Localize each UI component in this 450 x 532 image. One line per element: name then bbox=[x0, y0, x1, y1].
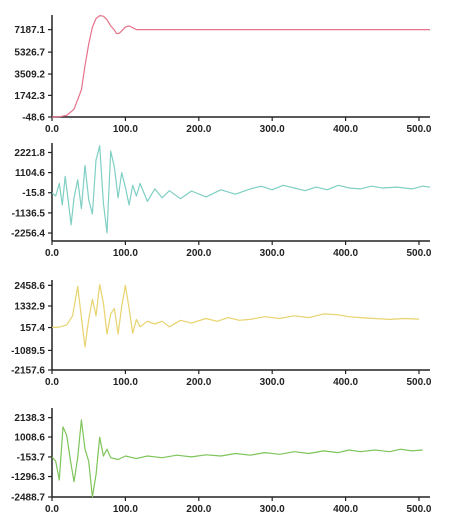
x-tick-label: 300.0 bbox=[260, 248, 285, 259]
series-line bbox=[51, 419, 423, 498]
y-tick-label: 2138.3 bbox=[14, 413, 45, 424]
y-tick-label: 2221.8 bbox=[14, 148, 45, 159]
y-tick-label: 157.4 bbox=[20, 323, 45, 334]
x-tick-label: 500.0 bbox=[406, 124, 431, 135]
x-tick-label: 400.0 bbox=[333, 504, 358, 515]
x-tick-label: 0.0 bbox=[45, 248, 59, 259]
x-tick-label: 300.0 bbox=[260, 504, 285, 515]
y-tick-label: 1008.6 bbox=[14, 433, 45, 444]
x-tick-label: 100.0 bbox=[113, 377, 138, 388]
chart-panel-2: 2221.8 1104.6 -15.8 -1136.5 -2256.40.0 100.0 2… bbox=[11, 143, 432, 259]
y-tick-label: -2488.7 bbox=[11, 493, 45, 504]
y-tick-label: 3509.2 bbox=[14, 70, 45, 81]
x-tick-label: 100.0 bbox=[113, 504, 138, 515]
series-line bbox=[51, 15, 430, 118]
x-tick-label: 500.0 bbox=[406, 248, 431, 259]
x-tick-label: 400.0 bbox=[333, 124, 358, 135]
y-tick-label: 5326.7 bbox=[14, 48, 45, 59]
x-tick-label: 0.0 bbox=[45, 377, 59, 388]
x-tick-label: 200.0 bbox=[186, 504, 211, 515]
x-tick-label: 300.0 bbox=[260, 377, 285, 388]
y-tick-label: 7187.1 bbox=[14, 25, 45, 36]
y-tick-label: 1742.3 bbox=[14, 91, 45, 102]
chart-panel-1: 7187.1 5326.7 3509.2 1742.3 -48.60.0 100.0 200… bbox=[14, 15, 432, 135]
x-tick-label: 400.0 bbox=[333, 248, 358, 259]
y-tick-label: -1089.5 bbox=[11, 346, 45, 357]
y-tick-label: 1104.6 bbox=[15, 168, 45, 179]
x-tick-label: 200.0 bbox=[186, 124, 211, 135]
series-line bbox=[51, 145, 431, 234]
x-tick-label: 0.0 bbox=[45, 124, 59, 135]
y-tick-label: 2458.6 bbox=[14, 281, 45, 292]
y-tick-label: -15.8 bbox=[22, 188, 45, 199]
x-tick-label: 500.0 bbox=[406, 504, 431, 515]
x-tick-label: 200.0 bbox=[186, 377, 211, 388]
x-tick-label: 300.0 bbox=[260, 124, 285, 135]
series-line bbox=[51, 284, 420, 348]
y-tick-label: -2256.4 bbox=[11, 229, 45, 240]
chart-panel-4: 2138.3 1008.6 -153.7 -1296.3 -2488.70.0 100.0… bbox=[11, 408, 432, 515]
y-tick-label: -153.7 bbox=[17, 452, 46, 463]
y-tick-label: -1136.5 bbox=[12, 208, 46, 219]
x-tick-label: 0.0 bbox=[45, 504, 59, 515]
y-tick-label: 1332.9 bbox=[14, 301, 45, 312]
y-tick-label: -48.6 bbox=[22, 113, 45, 124]
x-tick-label: 400.0 bbox=[333, 377, 358, 388]
y-tick-label: -2157.6 bbox=[11, 366, 45, 377]
chart-panel-3: 2458.6 1332.9 157.4 -1089.5 -2157.60.0 100.0 2… bbox=[11, 280, 432, 388]
x-tick-label: 100.0 bbox=[113, 124, 138, 135]
x-tick-label: 100.0 bbox=[113, 248, 138, 259]
y-tick-label: -1296.3 bbox=[11, 472, 45, 483]
x-tick-label: 200.0 bbox=[186, 248, 211, 259]
x-tick-label: 500.0 bbox=[406, 377, 431, 388]
